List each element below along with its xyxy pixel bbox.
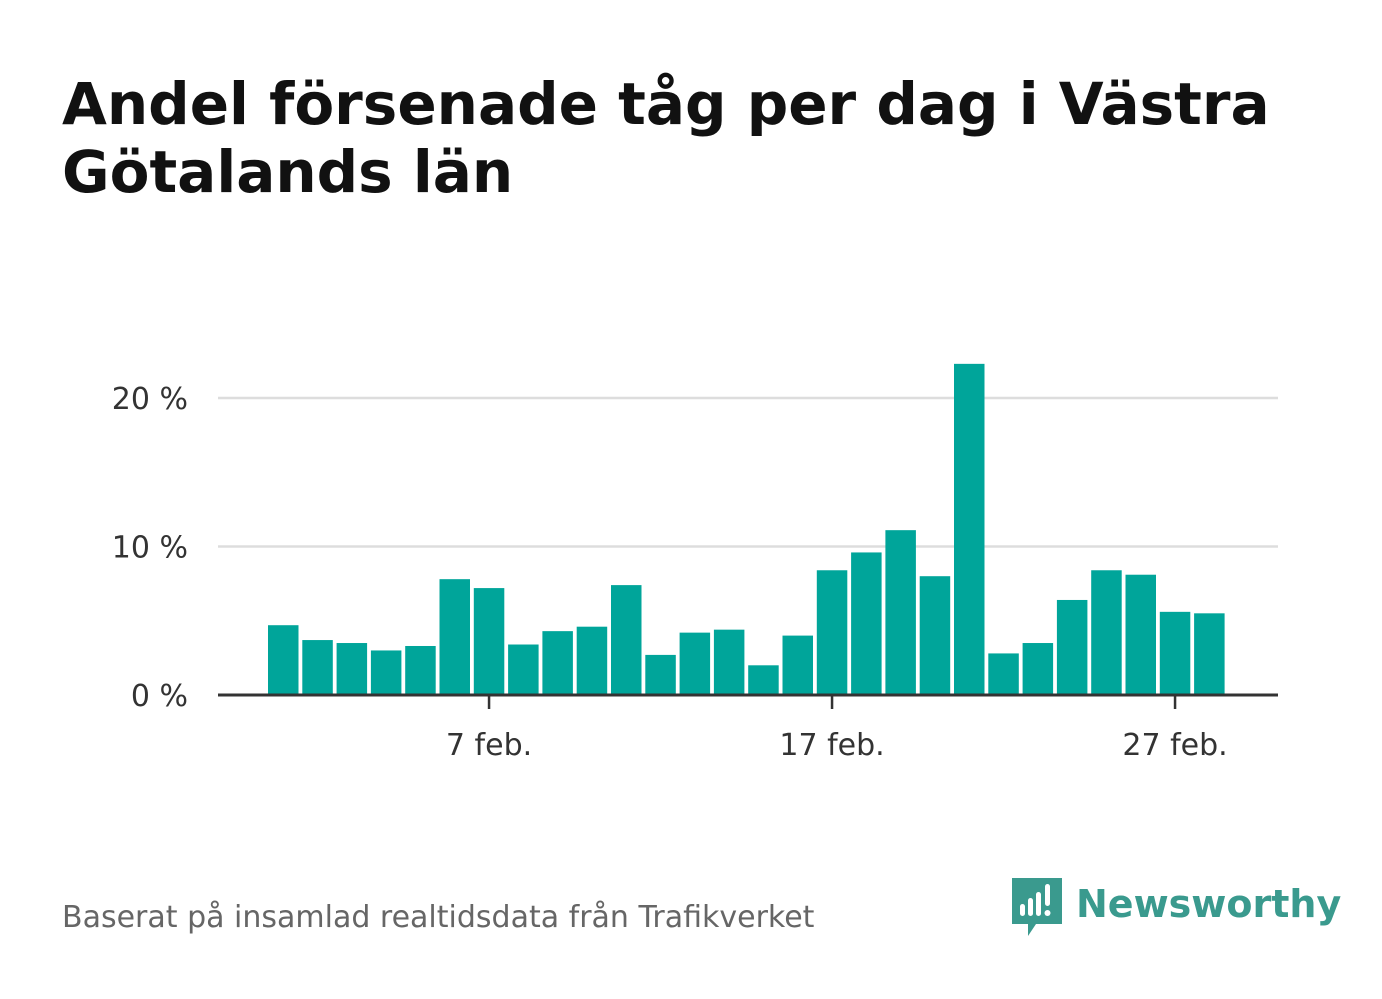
bar: 21 feb.: 22.3 % (954, 363, 985, 695)
source-note: Baserat på insamlad realtidsdata från Tr… (62, 900, 815, 935)
bar: 2 feb.: 3.7 % (302, 640, 333, 695)
chart-speech-bubble-icon (1012, 878, 1062, 936)
bar: 27 feb.: 5.6 % (1159, 611, 1191, 695)
y-tick-label: 0 % (131, 679, 188, 714)
bars: 1 feb.: 4.7 %2 feb.: 3.7 %3 feb.: 3.5 %4… (268, 363, 1225, 695)
bar: 26 feb.: 8.1 % (1125, 574, 1156, 695)
x-tick-label: 27 feb. (1122, 728, 1227, 763)
bar: 5 feb.: 3.3 % (405, 645, 436, 695)
bar: 18 feb.: 9.6 % (851, 552, 882, 695)
y-tick-label: 20 % (112, 382, 188, 417)
bar: 11 feb.: 7.4 % (611, 585, 642, 695)
bar: 6 feb.: 7.8 % (439, 579, 470, 695)
brand-logo: Newsworthy (1012, 878, 1341, 940)
bar: 19 feb.: 11.1 % (885, 530, 916, 695)
bar: 17 feb.: 8.4 % (816, 570, 848, 695)
x-tick-label: 17 feb. (779, 728, 884, 763)
bar: 10 feb.: 4.6 % (576, 626, 608, 695)
chart-title: Andel försenade tåg per dag i Västra Göt… (62, 70, 1270, 206)
y-tick-label: 10 % (112, 531, 188, 566)
bar: 20 feb.: 8 % (919, 576, 951, 695)
bar: 3 feb.: 3.5 % (336, 643, 368, 695)
bar: 15 feb.: 2 % (748, 665, 779, 695)
bar: 16 feb.: 4 % (782, 635, 813, 695)
tick-labels: 0 % 10 % 20 % 7 feb. 17 feb. 27 feb. (112, 382, 1228, 763)
bar: 28 feb.: 5.5 % (1194, 613, 1225, 695)
bar: 4 feb.: 3 % (370, 650, 402, 695)
axes (218, 693, 1278, 709)
bar: 25 feb.: 8.4 % (1091, 570, 1122, 695)
x-tick-label: 7 feb. (446, 728, 532, 763)
bar: 9 feb.: 4.3 % (542, 631, 573, 695)
grid-lines (218, 396, 1278, 548)
bar: 7 feb.: 7.2 % (473, 588, 505, 695)
bar: 24 feb.: 6.4 % (1056, 599, 1088, 695)
brand-name: Newsworthy (1076, 882, 1342, 926)
bar: 12 feb.: 2.7 % (645, 654, 676, 695)
bar: 14 feb.: 4.4 % (713, 629, 745, 695)
bar: 1 feb.: 4.7 % (268, 625, 299, 695)
bar: 13 feb.: 4.2 % (679, 632, 711, 695)
bar: 22 feb.: 2.8 % (988, 653, 1019, 695)
bar: 23 feb.: 3.5 % (1022, 643, 1054, 695)
bar: 8 feb.: 3.4 % (508, 644, 539, 695)
